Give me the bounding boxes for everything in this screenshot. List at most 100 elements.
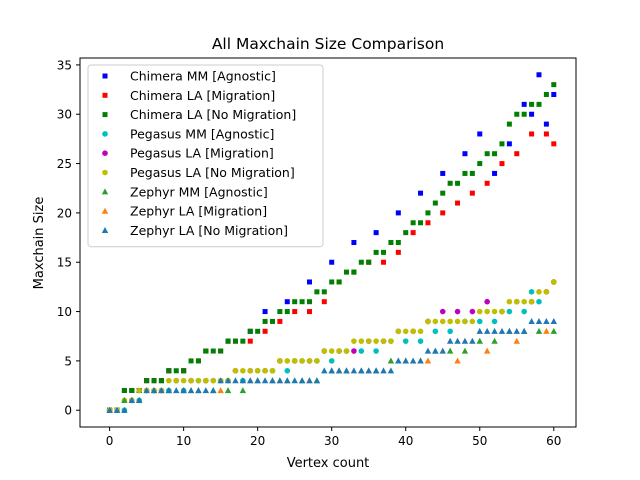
- data-point: [410, 230, 416, 236]
- data-point: [476, 327, 483, 334]
- data-point: [284, 299, 290, 305]
- data-point: [202, 387, 210, 394]
- data-point: [298, 377, 306, 384]
- data-point: [543, 318, 550, 325]
- data-point: [210, 387, 217, 394]
- data-point: [321, 299, 327, 305]
- data-point: [469, 170, 475, 176]
- data-point: [454, 357, 461, 364]
- data-point: [514, 151, 520, 157]
- data-point: [440, 170, 446, 176]
- data-point: [173, 368, 179, 374]
- data-point: [447, 318, 453, 325]
- data-point: [455, 180, 461, 186]
- legend-marker: [101, 188, 109, 195]
- data-point: [358, 348, 365, 354]
- y-tick-label: 0: [64, 404, 72, 418]
- y-tick-label: 5: [64, 354, 72, 368]
- data-point: [491, 308, 498, 315]
- data-point: [491, 318, 498, 325]
- data-point: [365, 338, 372, 344]
- data-point: [439, 347, 446, 354]
- data-point: [499, 161, 505, 167]
- data-point: [513, 337, 520, 344]
- data-point: [218, 348, 224, 354]
- plot-area: [106, 72, 557, 414]
- data-point: [551, 92, 557, 98]
- data-point: [306, 299, 312, 305]
- data-point: [381, 259, 387, 265]
- data-point: [136, 387, 143, 394]
- data-point: [121, 396, 128, 403]
- data-point: [521, 308, 527, 315]
- data-point: [432, 347, 439, 354]
- data-point: [543, 121, 549, 127]
- data-point: [328, 367, 335, 374]
- data-point: [232, 338, 238, 344]
- data-point: [417, 338, 424, 344]
- data-point: [417, 328, 424, 335]
- data-point: [240, 338, 246, 344]
- data-point: [535, 318, 543, 325]
- legend-marker: [102, 112, 108, 118]
- x-tick-label: 60: [546, 434, 561, 448]
- data-point: [381, 249, 387, 255]
- data-point: [292, 309, 298, 315]
- data-point: [432, 200, 438, 206]
- data-point: [550, 327, 557, 334]
- x-tick-label: 30: [324, 434, 339, 448]
- data-point: [403, 230, 409, 236]
- data-point: [224, 387, 232, 394]
- data-point: [506, 308, 513, 315]
- data-point: [418, 190, 424, 196]
- data-point: [329, 259, 335, 265]
- data-point: [240, 367, 246, 374]
- data-point: [261, 377, 269, 384]
- legend-box: [87, 64, 324, 248]
- data-point: [529, 111, 535, 117]
- legend-marker: [102, 73, 108, 79]
- legend-label: Pegasus MM [Agnostic]: [130, 126, 274, 141]
- data-point: [336, 348, 342, 354]
- data-point: [535, 327, 543, 334]
- data-point: [254, 377, 261, 384]
- y-tick-label: 30: [57, 108, 72, 122]
- data-point: [224, 377, 232, 384]
- data-point: [158, 378, 164, 384]
- legend-label: Chimera LA [Migration]: [130, 88, 275, 103]
- legend-label: Zephyr LA [Migration]: [130, 204, 267, 219]
- data-point: [144, 378, 150, 384]
- data-point: [306, 309, 312, 315]
- data-point: [150, 387, 158, 394]
- data-point: [372, 367, 380, 374]
- data-point: [462, 170, 468, 176]
- data-point: [491, 337, 498, 344]
- data-point: [388, 240, 394, 245]
- data-point: [454, 318, 461, 325]
- data-point: [425, 220, 431, 226]
- data-point: [528, 298, 535, 305]
- data-point: [329, 279, 335, 285]
- data-point: [358, 367, 365, 374]
- data-point: [166, 377, 172, 384]
- legend-marker: [102, 150, 108, 156]
- data-point: [113, 406, 121, 413]
- legend-label: Chimera LA [No Migration]: [130, 107, 296, 122]
- data-point: [284, 367, 291, 374]
- data-point: [440, 190, 446, 196]
- data-point: [254, 367, 261, 374]
- data-point: [498, 327, 506, 334]
- data-point: [424, 357, 432, 364]
- data-point: [306, 279, 312, 285]
- data-point: [536, 298, 542, 305]
- y-axis: 0 5 10 15 20 25 30 35: [57, 58, 80, 418]
- y-axis-label: Maxchain Size: [32, 197, 47, 290]
- data-point: [484, 180, 490, 186]
- data-point: [462, 318, 468, 325]
- data-point: [461, 337, 469, 344]
- data-point: [469, 337, 476, 344]
- data-point: [365, 367, 372, 374]
- data-point: [128, 396, 136, 403]
- legend-label: Zephyr LA [No Migration]: [130, 223, 288, 238]
- data-point: [454, 337, 461, 344]
